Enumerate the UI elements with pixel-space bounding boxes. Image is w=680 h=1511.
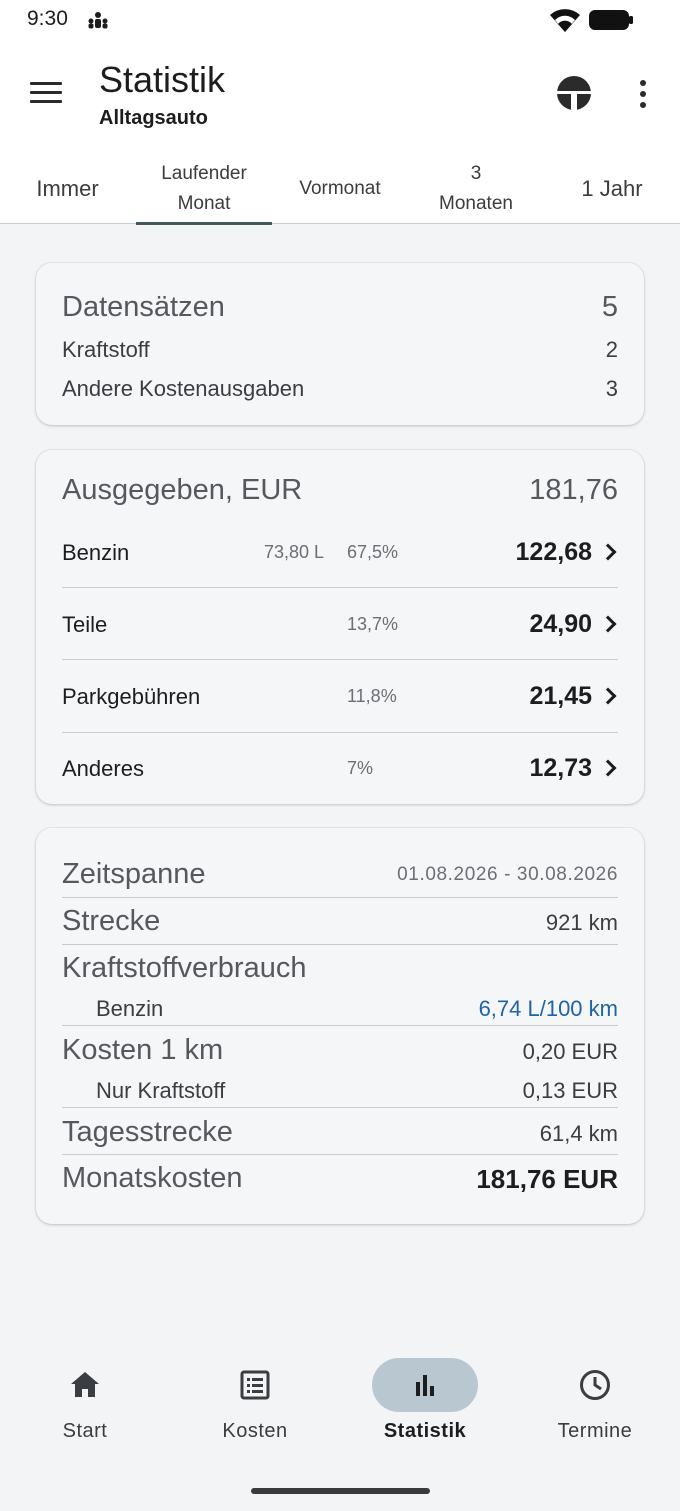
spent-row-anderes[interactable]: Anderes 7% 12,73 xyxy=(36,733,644,803)
records-title: Datensätzen xyxy=(62,291,225,323)
consumption-fuel-label: Benzin xyxy=(96,996,164,1021)
category-percent: 7% xyxy=(347,758,374,778)
daily-distance-label: Tagesstrecke xyxy=(62,1116,233,1148)
period-tabs: Immer Laufender Monat Vormonat 3 Monaten… xyxy=(0,154,680,225)
category-label: Parkgebühren xyxy=(62,684,201,709)
tab-laufender-monat[interactable]: Laufender Monat xyxy=(136,154,272,225)
category-amount: 122,68 xyxy=(515,538,592,566)
nav-statistik[interactable]: Statistik xyxy=(340,1358,510,1458)
consumption-label: Kraftstoffverbrauch xyxy=(62,952,307,984)
chevron-right-icon xyxy=(599,759,617,777)
spent-row-benzin[interactable]: Benzin 73,80 L 67,5% 122,68 xyxy=(36,516,644,588)
records-fuel-label: Kraftstoff xyxy=(62,337,150,362)
fuel-only-label: Nur Kraftstoff xyxy=(96,1078,226,1103)
chevron-right-icon xyxy=(599,687,617,705)
page-title: Statistik xyxy=(99,59,226,100)
category-amount: 12,73 xyxy=(529,754,592,782)
vehicle-subtitle: Alltagsauto xyxy=(99,107,208,129)
divider xyxy=(62,587,618,588)
chevron-right-icon xyxy=(599,615,617,633)
tab-3-monaten[interactable]: 3 Monaten xyxy=(439,163,513,214)
nav-kosten[interactable]: Kosten xyxy=(170,1358,340,1458)
records-other-label: Andere Kostenausgaben xyxy=(62,376,305,401)
list-icon xyxy=(240,1370,270,1400)
nav-kosten-label: Kosten xyxy=(222,1420,288,1442)
consumption-fuel-value[interactable]: 6,74 L/100 km xyxy=(478,996,618,1021)
category-percent: 67,5% xyxy=(347,542,399,562)
divider xyxy=(62,1025,618,1026)
spent-title: Ausgegeben, EUR xyxy=(62,474,303,506)
nav-termine-label: Termine xyxy=(557,1420,633,1442)
brand-logo-icon[interactable] xyxy=(553,72,595,114)
status-bar: 9:30 xyxy=(0,0,680,40)
wifi-icon xyxy=(550,9,580,33)
cost-per-km-value: 0,20 EUR xyxy=(522,1039,618,1064)
distance-value: 921 km xyxy=(545,910,618,935)
category-label: Teile xyxy=(62,612,108,637)
status-time: 9:30 xyxy=(27,7,68,30)
menu-icon[interactable] xyxy=(24,72,68,112)
category-percent: 11,8% xyxy=(347,686,397,706)
category-amount: 21,45 xyxy=(529,682,592,710)
home-indicator xyxy=(251,1488,430,1494)
category-label: Anderes xyxy=(62,756,144,781)
more-vert-icon[interactable] xyxy=(628,74,658,114)
clock-icon xyxy=(580,1370,610,1400)
daily-distance-value: 61,4 km xyxy=(539,1121,618,1146)
divider xyxy=(62,1154,618,1155)
records-total: 5 xyxy=(601,291,618,323)
period-value: 01.08.2026 - 30.08.2026 xyxy=(397,864,618,885)
category-liters: 73,80 L xyxy=(264,542,325,562)
category-label: Benzin xyxy=(62,540,130,565)
chevron-right-icon xyxy=(599,543,617,561)
app-bar: Statistik Alltagsauto xyxy=(0,40,680,154)
bar-chart-icon xyxy=(416,1375,434,1396)
tab-vormonat[interactable]: Vormonat xyxy=(299,178,381,199)
records-other-value: 3 xyxy=(605,376,618,401)
records-fuel-value: 2 xyxy=(605,337,618,362)
battery-icon xyxy=(589,10,633,30)
spent-row-teile[interactable]: Teile 13,7% 24,90 xyxy=(36,588,644,660)
nav-start[interactable]: Start xyxy=(0,1358,170,1458)
records-card: Datensätzen 5 Kraftstoff 2 Andere Kosten… xyxy=(36,263,644,425)
nav-start-label: Start xyxy=(62,1420,108,1442)
fuel-only-value: 0,13 EUR xyxy=(522,1078,618,1103)
tab-immer[interactable]: Immer xyxy=(36,176,99,201)
divider xyxy=(62,1107,618,1108)
distance-label: Strecke xyxy=(62,905,161,937)
spent-row-parkgebuehren[interactable]: Parkgebühren 11,8% 21,45 xyxy=(36,660,644,732)
divider xyxy=(62,659,618,660)
divider xyxy=(62,732,618,733)
nav-termine[interactable]: Termine xyxy=(510,1358,680,1458)
divider xyxy=(62,897,618,898)
notification-icon xyxy=(88,12,108,29)
period-label: Zeitspanne xyxy=(62,858,206,890)
spent-card: Ausgegeben, EUR 181,76 Benzin 73,80 L 67… xyxy=(36,450,644,804)
tab-1-jahr[interactable]: 1 Jahr xyxy=(581,176,643,201)
cost-per-km-label: Kosten 1 km xyxy=(62,1034,224,1066)
home-icon xyxy=(71,1372,99,1397)
divider xyxy=(62,944,618,945)
nav-statistik-label: Statistik xyxy=(383,1420,467,1442)
category-amount: 24,90 xyxy=(529,610,592,638)
category-percent: 13,7% xyxy=(347,614,399,634)
spent-total: 181,76 xyxy=(529,474,618,506)
monthly-cost-value: 181,76 EUR xyxy=(476,1164,618,1194)
bottom-navigation: Start Kosten Statistik Termine xyxy=(0,1340,680,1511)
monthly-cost-label: Monatskosten xyxy=(62,1162,243,1194)
summary-card: Zeitspanne 01.08.2026 - 30.08.2026 Strec… xyxy=(36,828,644,1224)
